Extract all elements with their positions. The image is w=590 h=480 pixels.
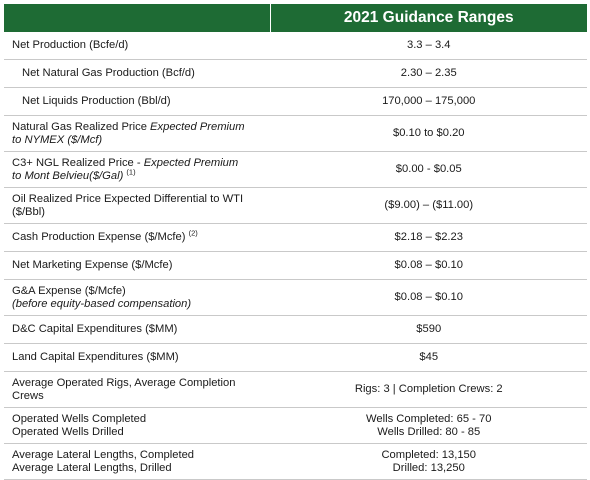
row-natural-gas-realized-price: Natural Gas Realized Price Expected Prem… (4, 115, 587, 152)
label-line2: Average Lateral Lengths, Drilled (12, 461, 172, 474)
row-label: Operated Wells Completed Operated Wells … (4, 407, 270, 444)
header-row: 2021 Guidance Ranges (4, 4, 587, 32)
label-text: C3+ NGL Realized Price - (12, 156, 144, 169)
label-text: Net Production (Bcfe/d) (12, 39, 129, 51)
row-d-and-c-capital-expenditures: D&C Capital Expenditures ($MM) $590 (4, 315, 587, 344)
footnote-marker: (2) (188, 228, 198, 238)
guidance-table: 2021 Guidance Ranges Net Production (Bcf… (4, 4, 587, 480)
value-line2: Wells Drilled: 80 - 85 (377, 425, 481, 438)
label-italic: Expected Premium (150, 120, 245, 133)
row-net-marketing-expense: Net Marketing Expense ($/Mcfe) $0.08 – $… (4, 251, 587, 280)
row-value: 2.30 – 2.35 (269, 59, 587, 88)
row-net-natural-gas-production: Net Natural Gas Production (Bcf/d) 2.30 … (4, 59, 587, 88)
value-line1: Completed: 13,150 (381, 448, 477, 461)
label-text: Land Capital Expenditures ($MM) (12, 351, 179, 363)
header-guidance-ranges: 2021 Guidance Ranges (269, 4, 587, 32)
row-label: Cash Production Expense ($/Mcfe) (2) (4, 223, 270, 252)
row-label: Average Operated Rigs, Average Completio… (4, 371, 270, 408)
row-value: $590 (269, 315, 587, 344)
label-line2-italic: (before equity-based compensation) (12, 297, 192, 310)
value-line2: Drilled: 13,250 (392, 461, 465, 474)
label-line2: Crews (12, 389, 44, 402)
row-land-capital-expenditures: Land Capital Expenditures ($MM) $45 (4, 343, 587, 372)
row-label: Average Lateral Lengths, Completed Avera… (4, 443, 270, 480)
row-value: ($9.00) – ($11.00) (269, 187, 587, 224)
row-label: Net Marketing Expense ($/Mcfe) (4, 251, 270, 280)
table-header: 2021 Guidance Ranges (4, 4, 587, 32)
label-line2: to Mont Belvieu($/Gal) (1) (12, 166, 264, 183)
row-label: G&A Expense ($/Mcfe) (before equity-base… (4, 279, 270, 316)
label-text: Operated Wells Completed (12, 412, 147, 425)
row-value: Completed: 13,150 Drilled: 13,250 (269, 443, 587, 480)
row-operated-wells: Operated Wells Completed Operated Wells … (4, 407, 587, 444)
row-value: 170,000 – 175,000 (269, 87, 587, 116)
row-value: $0.08 – $0.10 (269, 279, 587, 316)
label-text: Net Liquids Production (Bbl/d) (22, 95, 171, 107)
row-label: D&C Capital Expenditures ($MM) (4, 315, 270, 344)
row-label: Oil Realized Price Expected Differential… (4, 187, 270, 224)
label-text: Net Marketing Expense ($/Mcfe) (12, 259, 173, 271)
row-net-production: Net Production (Bcfe/d) 3.3 – 3.4 (4, 32, 587, 60)
value-line1: Wells Completed: 65 - 70 (366, 412, 492, 425)
label-text: Average Lateral Lengths, Completed (12, 448, 195, 461)
row-value: $0.10 to $0.20 (269, 115, 587, 152)
row-label: Natural Gas Realized Price Expected Prem… (4, 115, 270, 152)
row-value: $2.18 – $2.23 (269, 223, 587, 252)
row-cash-production-expense: Cash Production Expense ($/Mcfe) (2) $2.… (4, 223, 587, 252)
header-label-column (4, 4, 270, 32)
table-body: Net Production (Bcfe/d) 3.3 – 3.4 Net Na… (4, 32, 587, 480)
label-line2: ($/Bbl) (12, 205, 45, 218)
row-net-liquids-production: Net Liquids Production (Bbl/d) 170,000 –… (4, 87, 587, 116)
row-value: 3.3 – 3.4 (269, 32, 587, 60)
label-line2-italic: to Mont Belvieu($/Gal) (12, 169, 124, 182)
row-value: $45 (269, 343, 587, 372)
row-average-lateral-lengths: Average Lateral Lengths, Completed Avera… (4, 443, 587, 480)
label-text: Oil Realized Price Expected Differential… (12, 192, 244, 205)
label-text: Average Operated Rigs, Average Completio… (12, 376, 236, 389)
label-text: Cash Production Expense ($/Mcfe) (12, 231, 186, 243)
row-label: Net Liquids Production (Bbl/d) (4, 87, 270, 116)
label-italic: Expected Premium (143, 156, 239, 169)
row-value: $0.00 - $0.05 (269, 151, 587, 188)
row-value: Rigs: 3 | Completion Crews: 2 (269, 371, 587, 408)
row-average-operated-rigs: Average Operated Rigs, Average Completio… (4, 371, 587, 408)
row-value: Wells Completed: 65 - 70 Wells Drilled: … (269, 407, 587, 444)
label-text: Net Natural Gas Production (Bcf/d) (22, 67, 195, 79)
row-c3-ngl-realized-price: C3+ NGL Realized Price - Expected Premiu… (4, 151, 587, 188)
label-text: D&C Capital Expenditures ($MM) (12, 323, 178, 335)
label-text: Natural Gas Realized Price (12, 120, 147, 133)
row-label: Land Capital Expenditures ($MM) (4, 343, 270, 372)
label-text: G&A Expense ($/Mcfe) (12, 284, 126, 297)
row-label: C3+ NGL Realized Price - Expected Premiu… (4, 151, 270, 188)
row-value: $0.08 – $0.10 (269, 251, 587, 280)
row-label: Net Production (Bcfe/d) (4, 32, 270, 60)
footnote-marker: (1) (126, 166, 136, 176)
label-line2: Operated Wells Drilled (12, 425, 124, 438)
row-oil-realized-price: Oil Realized Price Expected Differential… (4, 187, 587, 224)
row-g-and-a-expense: G&A Expense ($/Mcfe) (before equity-base… (4, 279, 587, 316)
label-line2-italic: to NYMEX ($/Mcf) (12, 133, 103, 146)
row-label: Net Natural Gas Production (Bcf/d) (4, 59, 270, 88)
